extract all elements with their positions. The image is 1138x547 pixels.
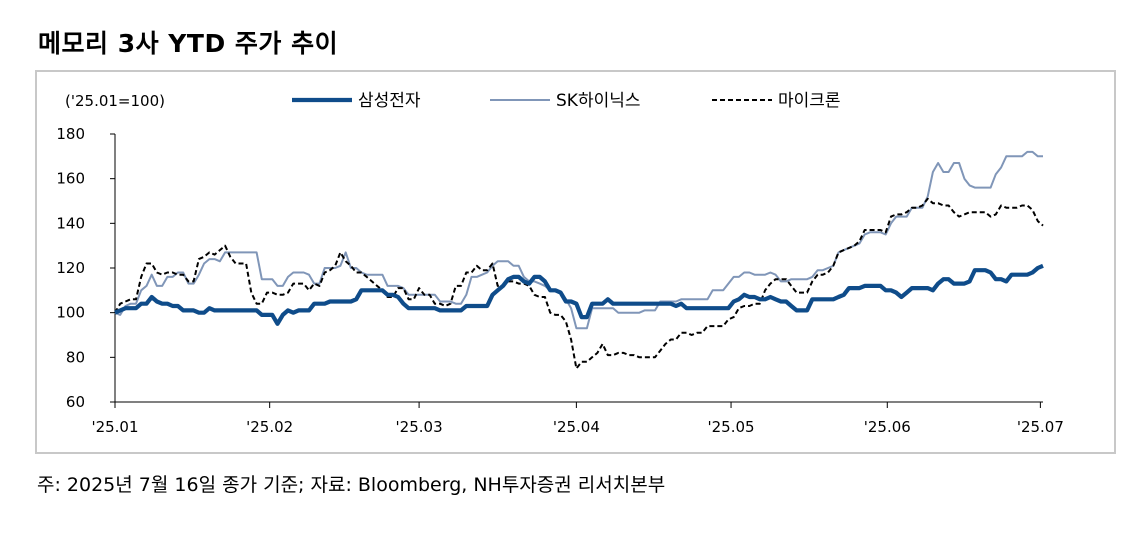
x-tick-label: '25.03 (396, 418, 443, 436)
chart-svg: ('25.01=100) 삼성전자 SK하이닉스 마이크론 60 80 100 120 14… (56, 91, 1064, 436)
page-title: 메모리 3사 YTD 주가 추이 (38, 29, 339, 58)
source-note: 주: 2025년 7월 16일 종가 기준; 자료: Bloomberg, NH… (37, 474, 666, 496)
legend: 삼성전자 SK하이닉스 마이크론 (292, 91, 841, 111)
unit-label: ('25.01=100) (65, 92, 165, 110)
series-line-2 (114, 197, 1044, 370)
x-tick-label: '25.04 (553, 418, 600, 436)
series-line-0 (114, 263, 1044, 326)
y-tick-label: 120 (56, 259, 85, 277)
y-tick-label: 60 (66, 393, 85, 411)
series-lines (114, 150, 1044, 370)
x-tick-label: '25.06 (864, 418, 911, 436)
chart-frame: ('25.01=100) 삼성전자 SK하이닉스 마이크론 60 80 100 120 14… (35, 70, 1116, 454)
y-tick-label: 160 (56, 170, 85, 188)
x-tick-label: '25.07 (1017, 418, 1064, 436)
legend-label-0: 삼성전자 (358, 91, 421, 111)
legend-label-2: 마이크론 (778, 91, 841, 111)
y-tick-label: 180 (56, 125, 85, 143)
legend-label-1: SK하이닉스 (556, 91, 641, 111)
y-tick-label: 140 (56, 214, 85, 232)
y-tick-label: 80 (66, 348, 85, 366)
axes: 60 80 100 120 140 160 180 '25.01 '25.02 '25.03 '25… (56, 125, 1064, 436)
y-tick-label: 100 (56, 304, 85, 322)
x-tick-label: '25.05 (708, 418, 755, 436)
x-tick-label: '25.01 (91, 418, 138, 436)
series-line-1 (114, 150, 1043, 330)
x-tick-label: '25.02 (246, 418, 293, 436)
